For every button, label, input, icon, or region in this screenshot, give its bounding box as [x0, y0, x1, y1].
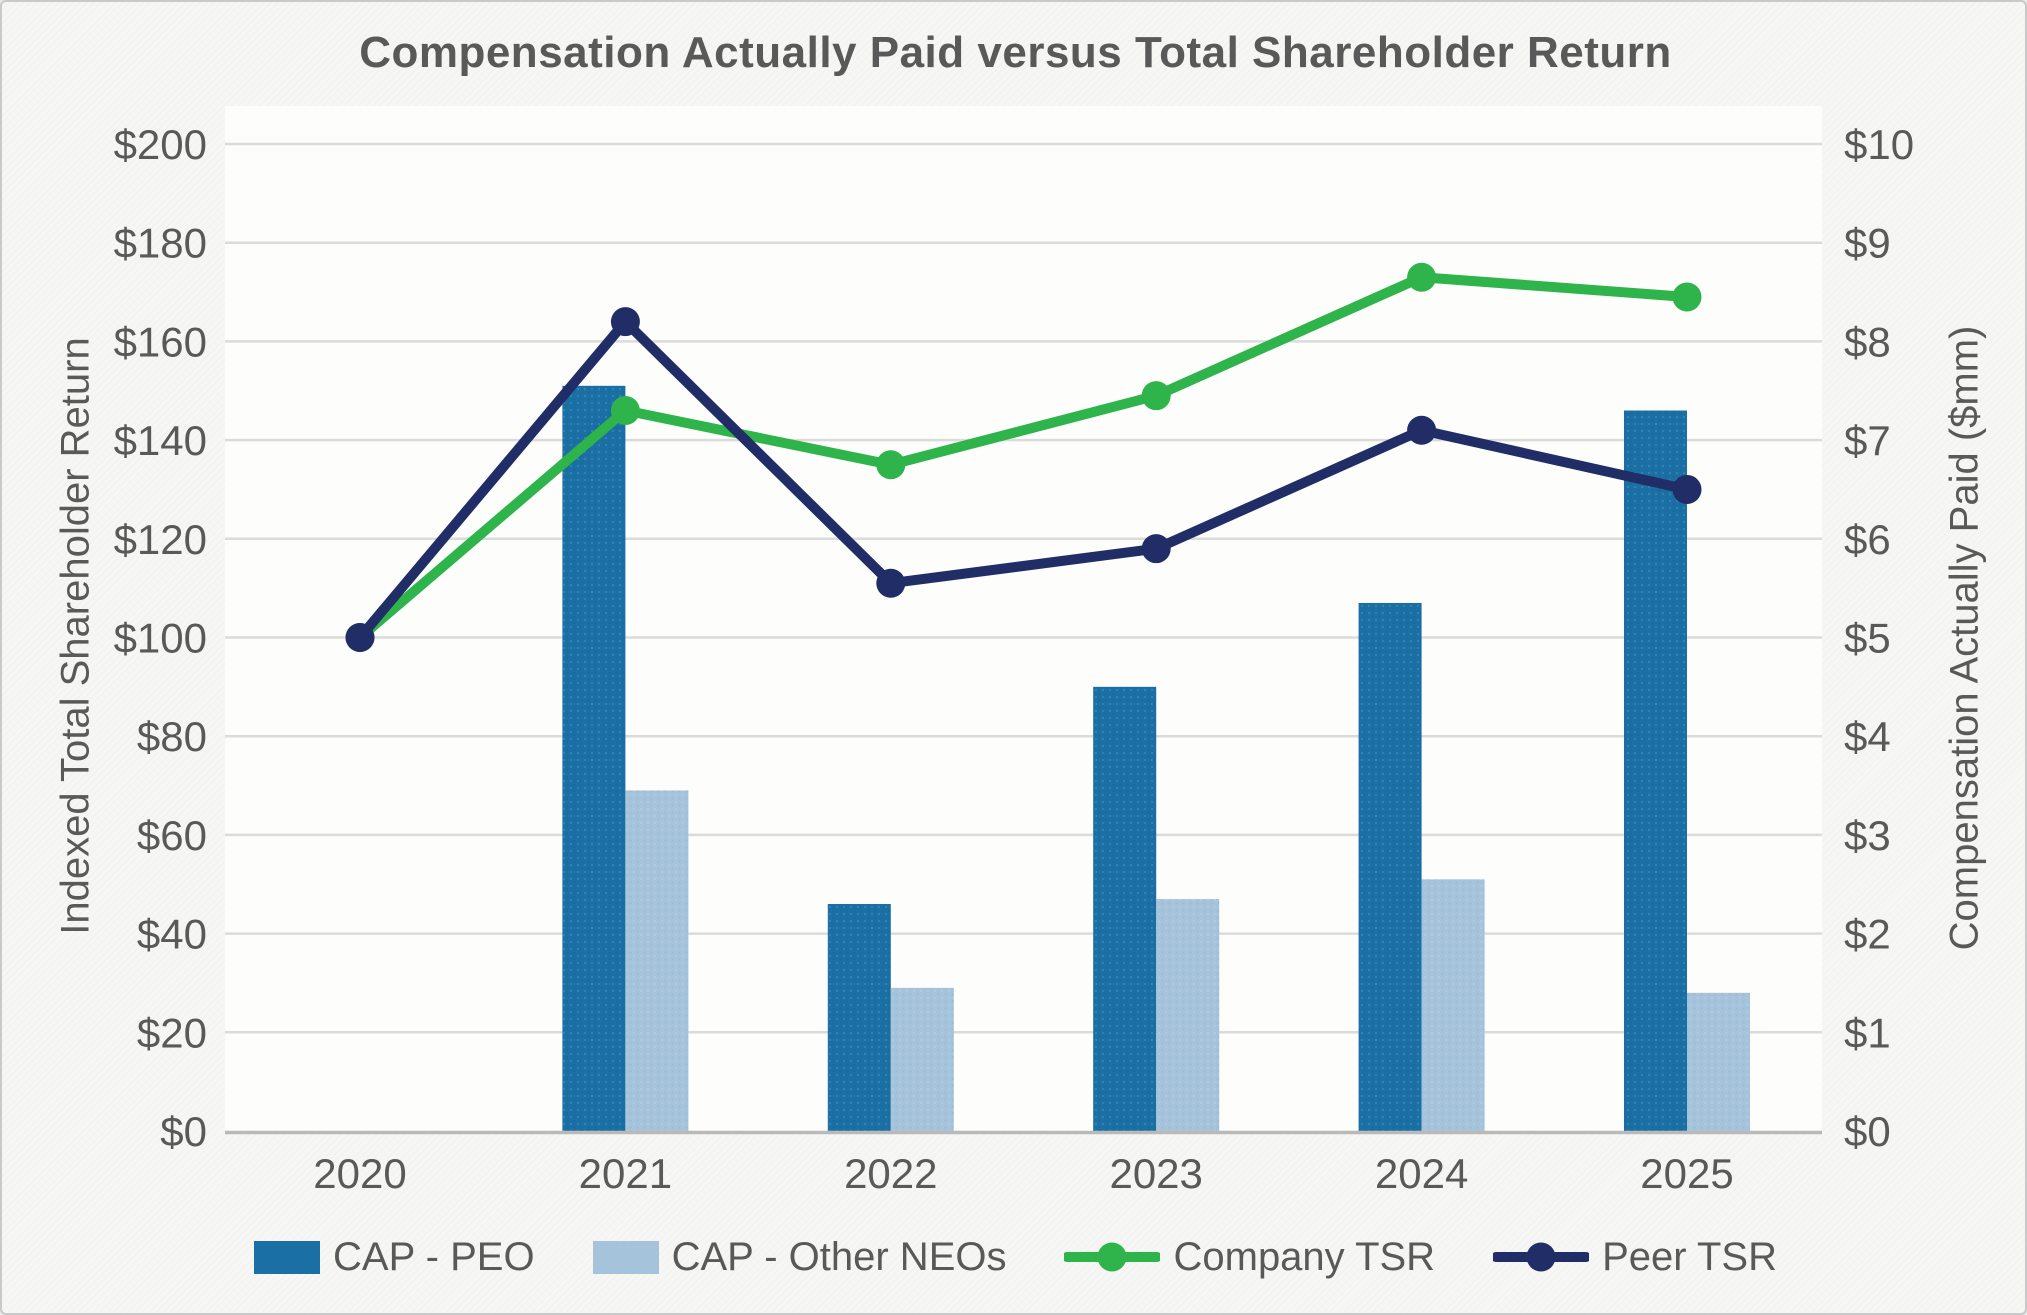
legend-marker [1097, 1242, 1127, 1272]
left-tick-label: $40 [137, 911, 207, 958]
line-peer-tsr [355, 316, 1692, 643]
line-series [345, 262, 1702, 652]
right-tick-label: $9 [1844, 220, 1891, 267]
bar-texture [1156, 899, 1220, 1131]
bar-series [562, 385, 1750, 1131]
marker-company-tsr [876, 450, 906, 480]
bar-texture [827, 903, 891, 1131]
legend-item-company-tsr: Company TSR [1064, 1235, 1435, 1280]
left-tick-label: $100 [114, 615, 207, 662]
right-tick-label: $6 [1844, 516, 1891, 563]
left-tick-label: $60 [137, 812, 207, 859]
x-tick-label: 2022 [844, 1150, 937, 1197]
marker-peer-tsr [1672, 474, 1702, 504]
line-company-tsr [355, 272, 1692, 643]
marker-peer-tsr [345, 623, 375, 652]
legend-label: Peer TSR [1602, 1234, 1777, 1279]
x-tick-label: 2020 [313, 1150, 406, 1197]
legend-label: CAP - Other NEOs [671, 1234, 1007, 1279]
marker-peer-tsr [610, 307, 640, 337]
marker-company-tsr [1407, 262, 1437, 292]
legend-line-swatch [1064, 1242, 1161, 1272]
left-tick-label: $80 [137, 713, 207, 760]
bar-texture [625, 790, 689, 1131]
legend-item-peer-tsr: Peer TSR [1493, 1235, 1777, 1280]
legend-marker [1526, 1242, 1556, 1272]
plot-background [225, 106, 1822, 1131]
x-tick-label: 2024 [1375, 1150, 1468, 1197]
legend-bar-swatch [254, 1240, 321, 1274]
legend-bar-swatch [592, 1240, 659, 1274]
right-tick-label: $7 [1844, 417, 1891, 464]
right-tick-label: $2 [1844, 911, 1891, 958]
right-tick-label: $3 [1844, 812, 1891, 859]
left-tick-label: $160 [114, 318, 207, 365]
bar-texture [1358, 602, 1422, 1131]
bar-texture [1624, 410, 1687, 1131]
x-tick-label: 2023 [1109, 1150, 1202, 1197]
marker-company-tsr [1672, 282, 1702, 312]
legend-item-cap-peo: CAP - PEO [254, 1235, 535, 1280]
axis-tick-labels: $0 $20 $40 $60 $80 $100 $120 $140 $160 $180 $200 $0… [114, 121, 1915, 1197]
right-tick-label: $4 [1844, 713, 1891, 760]
bar-texture [1687, 992, 1750, 1131]
left-tick-label: $180 [114, 220, 207, 267]
legend-line-swatch [1493, 1242, 1590, 1272]
legend-item-cap-other-neos: CAP - Other NEOs [592, 1234, 1007, 1280]
left-tick-label: $200 [114, 121, 207, 168]
right-tick-label: $0 [1844, 1108, 1891, 1155]
bar-texture [562, 385, 626, 1131]
x-tick-label: 2021 [579, 1150, 672, 1197]
left-tick-label: $120 [114, 516, 207, 563]
marker-peer-tsr [1141, 534, 1171, 564]
right-tick-label: $5 [1844, 615, 1891, 662]
marker-company-tsr [1141, 381, 1171, 411]
legend-label: CAP - PEO [333, 1234, 535, 1279]
bar-texture [1093, 686, 1157, 1131]
legend: CAP - PEO CAP - Other NEOs Company TSR Peer… [2, 1225, 2025, 1289]
right-tick-label: $10 [1844, 121, 1914, 168]
marker-company-tsr [610, 395, 640, 425]
left-tick-label: $140 [114, 417, 207, 464]
x-tick-label: 2025 [1640, 1150, 1733, 1197]
bar-texture [1421, 879, 1485, 1131]
left-tick-label: $0 [160, 1108, 207, 1155]
right-tick-label: $1 [1844, 1009, 1891, 1056]
left-tick-label: $20 [137, 1009, 207, 1056]
gridlines [225, 106, 1822, 1131]
legend-label: Company TSR [1173, 1234, 1436, 1279]
right-tick-label: $8 [1844, 318, 1891, 365]
bar-texture [890, 987, 954, 1131]
marker-peer-tsr [876, 568, 906, 598]
marker-peer-tsr [1407, 415, 1437, 445]
chart-title: Compensation Actually Paid versus Total … [359, 28, 1672, 77]
